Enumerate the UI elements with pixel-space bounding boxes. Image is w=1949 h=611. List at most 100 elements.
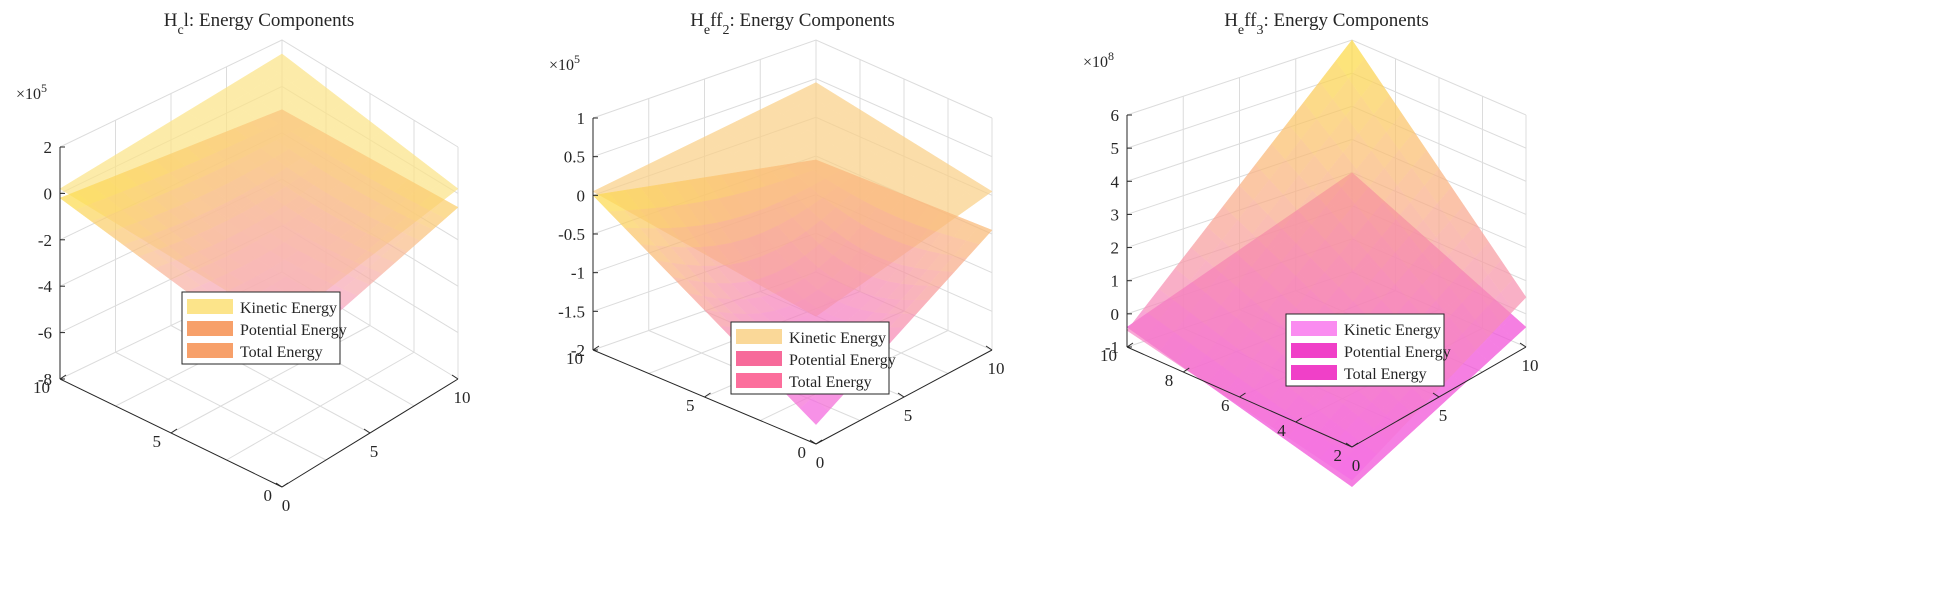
surface-patch [966,224,993,245]
z-tick-label: -1 [571,264,585,283]
y-tick [1182,367,1190,373]
title-part: : Energy Components [1263,10,1428,31]
x-tick [275,482,283,488]
legend-label: Total Energy [240,344,323,361]
legend-swatch [736,329,782,344]
legend-label: Potential Energy [240,322,347,339]
y-tick [815,439,823,445]
legend-label: Total Energy [789,374,872,391]
z-tick-label: 3 [1111,205,1120,224]
title-part: : Energy Components [729,10,894,31]
y-tick [1126,342,1134,348]
title-subscript: 2 [722,23,729,38]
z-tick-label: 4 [1111,172,1120,191]
legend-label: Potential Energy [1344,344,1451,361]
x-tick-label: 0 [282,496,291,515]
title-part: ff [1244,10,1257,31]
panel-heff2: -2 -1.5 -1 -0.5 0 0.5 1 ×105 0 5 10 0 5 10 Heff2: Ener… [549,10,1005,472]
z-tick-label: 1 [1111,272,1120,291]
title-part: l: Energy Components [184,10,355,31]
title-part: H [1224,10,1238,31]
grid-z-line [592,78,993,158]
title-part: H [164,10,178,31]
z-tick-label: 0.5 [564,148,585,167]
legend-swatch [187,343,233,358]
z-tick-label: 1 [577,109,586,128]
y-tick [281,482,289,488]
surface-patch [432,178,459,199]
y-tick-label: 8 [1165,371,1174,390]
x-tick [1519,342,1527,348]
surface-patch [432,200,459,219]
z-exponent-label: ×105 [16,81,47,103]
y-tick [1239,392,1246,398]
legend-label: Kinetic Energy [240,300,337,317]
z-tick-label: -1.5 [558,302,585,321]
grid-floor-line [115,351,327,461]
legend: Kinetic Energy Potential Energy Total Ener… [1285,313,1451,387]
title-subscript: 3 [1256,23,1263,38]
legend-label: Potential Energy [789,352,896,369]
z-tick-label: -2 [38,231,52,250]
z-tick-label: -0.5 [558,225,585,244]
z-tick-label: -1 [1105,338,1119,357]
x-tick [809,439,817,445]
y-tick-label: 5 [153,432,162,451]
z-tick-label: -8 [38,370,52,389]
y-tick [592,345,600,351]
grid-floor-line [226,351,415,461]
legend: Kinetic Energy Potential Energy Total Ener… [730,321,896,395]
title-part: H [690,10,704,31]
z-tick-label: 2 [1111,239,1120,258]
title-subscript: e [1238,23,1244,38]
x-tick-label: 5 [370,442,379,461]
y-tick-label: 10 [1100,346,1117,365]
legend-label: Kinetic Energy [789,330,886,347]
chart-title: Heff3: Energy Components [1224,10,1429,38]
legend-swatch [1291,365,1337,380]
y-tick-label: 5 [686,396,695,415]
y-tick [170,428,178,434]
x-tick-label: 10 [1522,356,1539,375]
z-tick-label: 0 [577,186,586,205]
x-tick [985,345,993,351]
z-tick-label: -6 [38,324,52,343]
z-tick-label: -4 [38,277,53,296]
x-tick-label: 10 [454,388,471,407]
y-tick [704,392,711,398]
y-tick [1351,442,1359,448]
legend-swatch [1291,343,1337,358]
x-tick [1432,392,1440,398]
title-subscript: e [704,23,710,38]
panel-hcl: -8 -6 -4 -2 0 2 ×105 0 5 10 0 5 10 Hcl: Energy Compon… [16,10,471,515]
z-exponent-label: ×108 [1083,49,1114,71]
z-tick-label: -2 [571,341,585,360]
surface-bowl [59,109,459,363]
z-tick-label: 5 [1111,139,1120,158]
chart-title: Heff2: Energy Components [690,10,895,38]
y-tick-label: 10 [33,378,50,397]
title-part: ff [710,10,723,31]
z-exponent-power: 5 [574,52,580,66]
z-exponent-power: 5 [41,81,47,95]
y-tick-label: 4 [1277,421,1286,440]
surface-patch [966,183,993,201]
grid-z-line [592,39,993,119]
z-tick-label: 0 [1111,305,1120,324]
legend-swatch [736,373,782,388]
legend-label: Kinetic Energy [1344,322,1441,339]
z-exponent-label: ×105 [549,52,580,74]
chart-title: Hcl: Energy Components [164,10,355,38]
y-tick-label: 0 [264,486,273,505]
y-tick-label: 6 [1221,396,1230,415]
y-tick [59,374,67,380]
legend: Kinetic Energy Potential Energy Total Ener… [181,291,347,365]
y-tick-label: 0 [798,443,807,462]
x-tick [363,428,371,434]
legend-swatch [736,351,782,366]
y-tick-label: 10 [566,349,583,368]
x-tick [897,392,905,398]
x-tick-label: 10 [988,359,1005,378]
x-tick-label: 0 [816,453,825,472]
